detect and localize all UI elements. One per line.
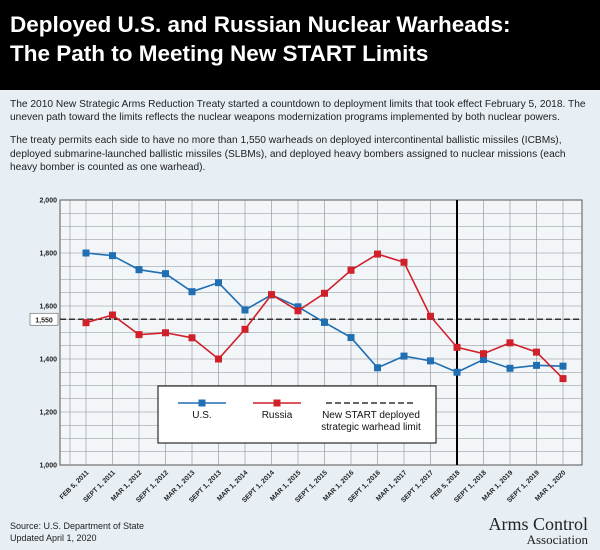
us-data-point [215, 279, 222, 287]
us-data-point [321, 318, 328, 326]
intro-text: The 2010 New Strategic Arms Reduction Tr… [10, 98, 595, 184]
us-data-point [506, 364, 514, 372]
header-bar: Deployed U.S. and Russian Nuclear Warhea… [0, 0, 600, 90]
chart-title: Deployed U.S. and Russian Nuclear Warhea… [10, 10, 595, 68]
us-data-point [400, 352, 408, 360]
us-data-point [188, 288, 196, 296]
y-tick-label: 1,600 [39, 304, 57, 311]
y-tick-label: 1,400 [39, 357, 57, 364]
russia-data-point [162, 329, 169, 337]
legend-box [157, 385, 437, 444]
us-data-point [135, 266, 143, 274]
us-data-point [453, 368, 461, 376]
us-data-point [162, 270, 169, 278]
russia-data-point [215, 355, 222, 363]
us-data-point [241, 306, 249, 314]
legend-russia-label: Russia [262, 410, 293, 421]
source-note: Source: U.S. Department of State [10, 521, 145, 531]
russia-data-point [427, 312, 434, 320]
legend-us-label: U.S. [192, 410, 211, 421]
russia-data-point [506, 339, 514, 347]
russia-data-point [480, 350, 487, 358]
russia-data-point [241, 325, 249, 333]
logo-line-2: Association [526, 532, 588, 547]
legend-us-swatch-marker [198, 399, 206, 407]
limit-label: 1,550 [35, 317, 53, 324]
us-data-point [559, 362, 567, 370]
russia-data-point [400, 258, 408, 266]
us-data-point [374, 364, 381, 372]
updated-note: Updated April 1, 2020 [10, 532, 97, 543]
us-data-point [109, 252, 116, 260]
footer: Source: U.S. Department of State Updated… [10, 521, 144, 544]
legend-limit-label-line2: strategic warhead limit [321, 422, 421, 433]
russia-data-point [268, 291, 275, 299]
russia-data-point [82, 319, 90, 327]
intro-paragraph-1: The 2010 New Strategic Arms Reduction Tr… [10, 99, 586, 124]
russia-data-point [374, 250, 381, 258]
us-data-point [294, 303, 302, 311]
russia-data-point [559, 375, 567, 383]
russia-data-point [347, 266, 355, 274]
us-data-point [533, 361, 540, 369]
limit-label-box [29, 312, 59, 326]
us-data-point [480, 356, 487, 364]
us-data-point [347, 334, 355, 342]
russia-data-point [188, 334, 196, 342]
russia-data-point [294, 307, 302, 315]
intro-paragraph-2: The treaty permits each side to have no … [10, 135, 566, 173]
logo-line-1: Arms Control [488, 514, 588, 534]
y-tick-label: 2,000 [39, 198, 57, 205]
russia-data-point [321, 289, 328, 297]
title-line-1: Deployed U.S. and Russian Nuclear Warhea… [10, 12, 511, 37]
y-tick-label: 1,800 [39, 251, 57, 258]
legend-russia-swatch-marker [273, 399, 281, 407]
russia-data-point [109, 311, 116, 319]
russia-data-point [533, 348, 540, 356]
russia-data-point [453, 343, 461, 351]
y-tick-label: 1,000 [39, 463, 57, 470]
title-line-2: The Path to Meeting New START Limits [10, 41, 429, 66]
legend-limit-label-line1: New START deployed [322, 410, 420, 421]
russia-data-point [135, 331, 143, 339]
arms-control-association-logo: Arms Control Association [488, 515, 588, 547]
us-data-point [427, 357, 434, 365]
us-data-point [82, 249, 90, 257]
y-tick-label: 1,200 [39, 410, 57, 417]
